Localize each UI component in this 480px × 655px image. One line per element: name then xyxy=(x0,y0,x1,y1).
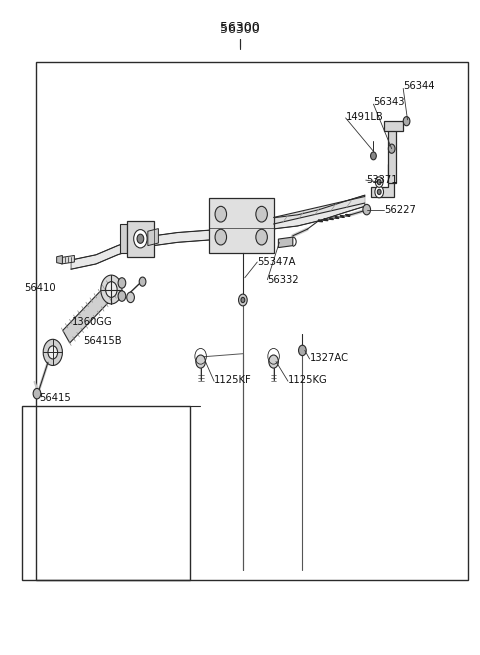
Polygon shape xyxy=(384,121,403,131)
Circle shape xyxy=(256,206,267,222)
Polygon shape xyxy=(278,237,293,248)
Text: 56227: 56227 xyxy=(384,204,416,215)
Circle shape xyxy=(101,275,122,304)
Polygon shape xyxy=(371,164,394,196)
Circle shape xyxy=(33,388,41,399)
Circle shape xyxy=(133,230,147,248)
Circle shape xyxy=(377,179,381,185)
Circle shape xyxy=(256,229,267,245)
Circle shape xyxy=(137,234,144,243)
Circle shape xyxy=(388,144,395,153)
Circle shape xyxy=(43,339,62,365)
Polygon shape xyxy=(127,221,154,257)
Text: 56415B: 56415B xyxy=(83,335,121,346)
Polygon shape xyxy=(63,283,115,343)
Circle shape xyxy=(48,346,58,359)
Text: 1125KG: 1125KG xyxy=(288,375,328,385)
Text: 56410: 56410 xyxy=(24,283,56,293)
Circle shape xyxy=(363,204,371,215)
Polygon shape xyxy=(274,196,365,224)
Polygon shape xyxy=(388,124,396,183)
Circle shape xyxy=(118,291,126,301)
Polygon shape xyxy=(61,255,74,264)
Text: 56344: 56344 xyxy=(403,81,435,92)
Polygon shape xyxy=(71,195,365,269)
Text: 1327AC: 1327AC xyxy=(310,353,348,364)
Circle shape xyxy=(118,278,126,288)
Text: 56415: 56415 xyxy=(39,392,71,403)
Polygon shape xyxy=(57,255,62,264)
Bar xyxy=(36,62,468,580)
Circle shape xyxy=(375,177,383,187)
Polygon shape xyxy=(120,224,127,253)
Text: 56332: 56332 xyxy=(267,274,299,285)
Text: 1360GG: 1360GG xyxy=(72,317,113,328)
Polygon shape xyxy=(148,229,158,246)
Polygon shape xyxy=(209,198,274,253)
Circle shape xyxy=(215,229,227,245)
Text: 1125KF: 1125KF xyxy=(214,375,252,385)
Circle shape xyxy=(375,186,384,198)
Circle shape xyxy=(127,292,134,303)
Circle shape xyxy=(241,297,245,303)
Circle shape xyxy=(106,282,117,297)
Text: 55347A: 55347A xyxy=(257,257,296,267)
Text: 53371: 53371 xyxy=(366,175,397,185)
Text: 56343: 56343 xyxy=(373,97,405,107)
Circle shape xyxy=(139,277,146,286)
Circle shape xyxy=(371,152,376,160)
Text: 56300: 56300 xyxy=(220,23,260,36)
Circle shape xyxy=(403,117,410,126)
Text: 1491LB: 1491LB xyxy=(346,111,384,122)
Circle shape xyxy=(239,294,247,306)
Circle shape xyxy=(377,189,381,195)
Bar xyxy=(22,406,190,580)
Circle shape xyxy=(269,355,278,368)
Circle shape xyxy=(215,206,227,222)
Circle shape xyxy=(196,355,205,368)
Text: 56300: 56300 xyxy=(220,21,260,34)
Circle shape xyxy=(299,345,306,356)
